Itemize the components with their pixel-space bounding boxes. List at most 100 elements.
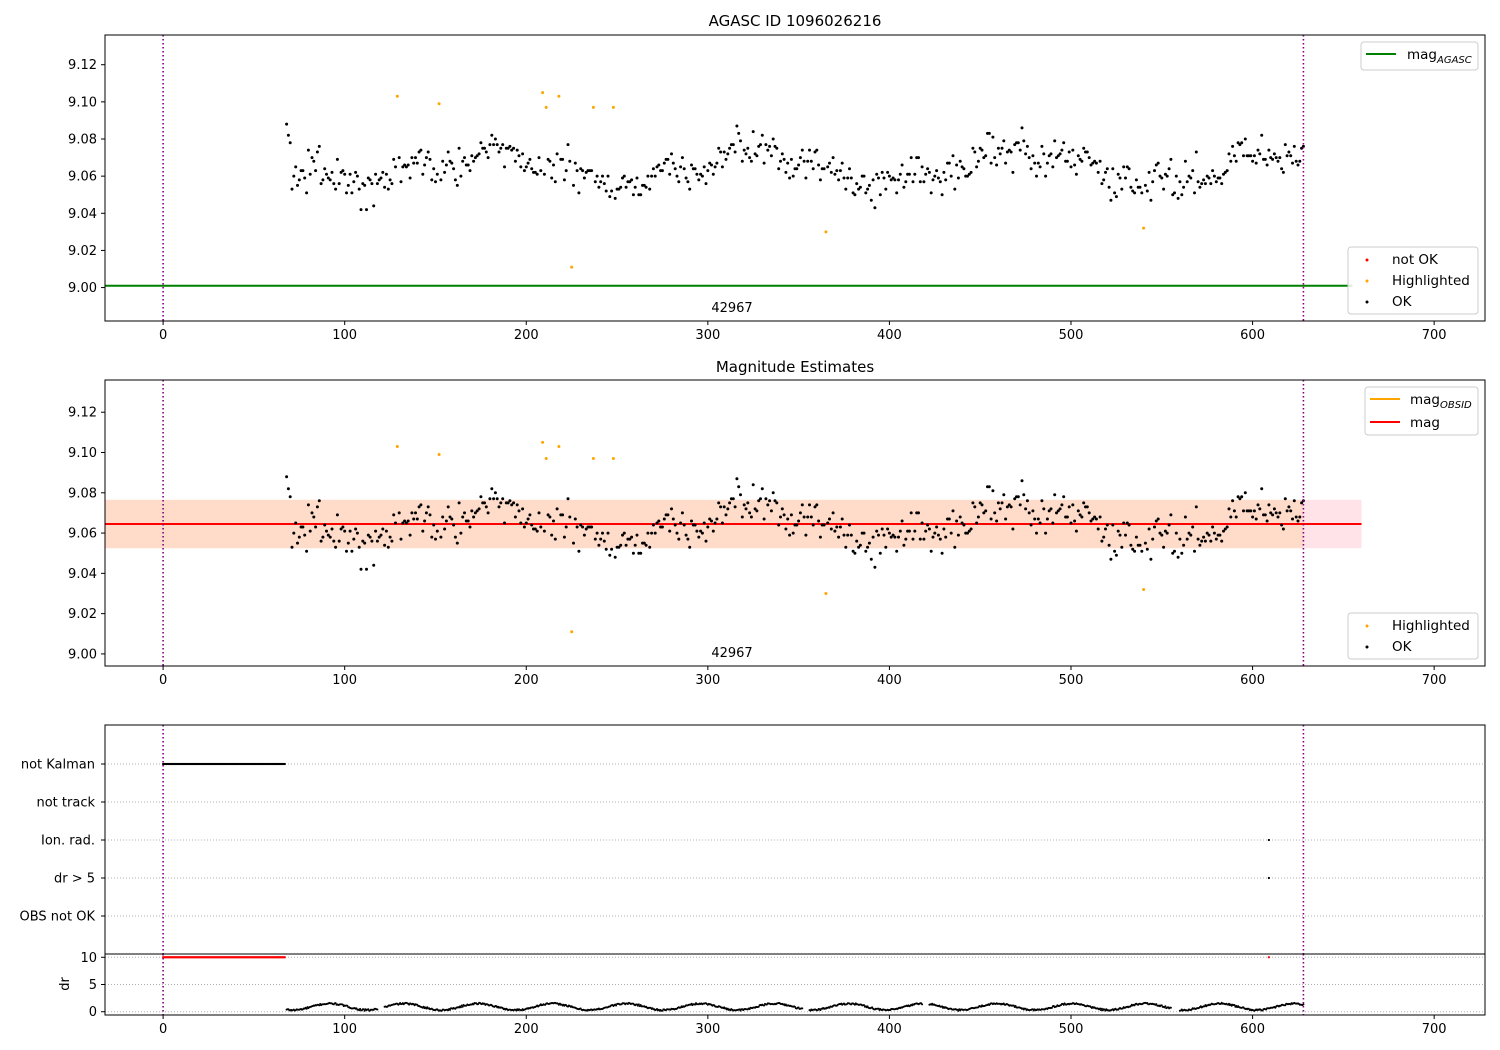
agasc-ok-point	[286, 133, 290, 137]
agasc-ok-point	[528, 157, 532, 161]
agasc-ok-point	[717, 146, 721, 150]
agasc-ok-point	[582, 176, 586, 180]
dr-point	[1050, 1006, 1053, 1009]
agasc-ok-point	[1031, 154, 1035, 158]
dr-point	[305, 1007, 308, 1010]
agasc-ok-point	[764, 143, 768, 147]
estimates-ok-point	[1154, 519, 1158, 523]
agasc-ok-point	[769, 154, 773, 158]
estimates-ok-point	[927, 527, 931, 531]
agasc-ok-point	[622, 174, 626, 178]
agasc-ok-point	[797, 163, 801, 167]
estimates-ok-point	[1254, 517, 1258, 521]
agasc-highlighted-point	[570, 265, 574, 269]
agasc-ok-point	[1131, 189, 1135, 193]
estimates-ok-point	[579, 523, 583, 527]
agasc-ok-point	[918, 180, 922, 184]
agasc-ok-point	[858, 185, 862, 189]
estimates-ok-point	[980, 503, 984, 507]
agasc-ok-point	[927, 170, 931, 174]
estimates-ok-point	[604, 547, 608, 551]
agasc-ok-point	[1104, 170, 1107, 174]
agasc-ok-point	[435, 172, 439, 176]
agasc-ok-point	[782, 157, 786, 161]
agasc-ok-point	[306, 148, 310, 152]
estimates-ok-point	[886, 527, 890, 531]
estimates-axes-frame	[104, 379, 1486, 667]
agasc-ok-point	[499, 146, 503, 150]
estimates-ok-point	[746, 501, 750, 505]
estimates-ok-point	[831, 511, 835, 515]
estimates-ok-point	[829, 527, 833, 531]
estimates-ok-point	[1080, 515, 1084, 519]
estimates-ok-point	[809, 515, 813, 519]
estimates-ok-point	[366, 533, 370, 537]
agasc-ok-point	[1134, 178, 1138, 182]
estimates-ok-point	[938, 537, 942, 541]
estimates-ok-point	[415, 517, 419, 521]
agasc-ok-point	[602, 182, 606, 186]
agasc-ok-point	[1044, 174, 1048, 178]
agasc-ok-point	[677, 180, 681, 184]
estimates-ok-point	[457, 501, 461, 505]
estimates-ok-point	[444, 519, 448, 523]
estimates-ok-point	[622, 531, 626, 535]
agasc-ok-point	[1024, 152, 1028, 156]
estimates-ok-point	[926, 523, 930, 527]
estimates-ok-point	[996, 501, 1000, 505]
dr-point	[615, 1004, 618, 1007]
agasc-ytick-label-1: 9.02	[68, 244, 97, 259]
flag-point	[283, 762, 286, 766]
estimates-ok-point	[660, 525, 664, 529]
agasc-ok-point	[958, 159, 962, 163]
estimates-ok-point	[966, 531, 969, 535]
estimates-ok-point	[786, 517, 790, 521]
agasc-ok-point	[777, 167, 781, 171]
estimates-ok-point	[575, 525, 579, 529]
agasc-ok-point	[693, 167, 697, 171]
estimates-ok-point	[1236, 495, 1240, 499]
agasc-ok-point	[519, 165, 523, 169]
agasc-ok-point	[1005, 150, 1009, 154]
estimates-ok-point	[434, 537, 437, 541]
estimates-ok-point	[871, 535, 875, 539]
agasc-ok-point	[579, 167, 583, 171]
estimates-ok-point	[439, 535, 443, 539]
estimates-ok-point	[1174, 531, 1178, 535]
agasc-ok-point	[1289, 154, 1293, 158]
agasc-ok-point	[530, 167, 534, 171]
estimates-ok-point	[1194, 505, 1198, 509]
agasc-ok-point	[414, 156, 417, 160]
agasc-highlighted-point	[541, 91, 545, 95]
agasc-points-legend-box	[1347, 246, 1479, 315]
agasc-ok-point	[1078, 157, 1082, 161]
agasc-ytick-label-0: 9.00	[68, 281, 97, 296]
estimates-ytick-label-2: 9.04	[68, 567, 97, 582]
agasc-highlighted-point	[437, 102, 441, 106]
flag-label-0: not Kalman	[21, 758, 95, 773]
estimates-ok-point	[421, 529, 425, 533]
agasc-ok-point	[1294, 159, 1298, 163]
dr-point	[362, 1008, 365, 1011]
estimates-ok-point	[564, 525, 568, 529]
agasc-ok-point	[1214, 180, 1218, 184]
estimates-ok-point	[310, 511, 314, 515]
flag-points	[162, 762, 1270, 880]
estimates-ok-point	[1298, 515, 1302, 519]
flag-point	[1267, 876, 1270, 880]
estimates-ok-point	[335, 513, 339, 517]
dr-point	[763, 1004, 766, 1007]
estimates-ok-point	[1180, 551, 1184, 555]
estimates-ok-point	[566, 497, 570, 501]
agasc-ok-point	[392, 157, 396, 161]
agasc-ok-point	[1085, 150, 1089, 154]
estimates-ok-point	[889, 535, 893, 539]
estimates-ok-point	[443, 527, 447, 531]
estimates-ok-point	[397, 511, 401, 515]
estimates-ok-point	[755, 509, 759, 513]
agasc-ok-point	[955, 163, 959, 167]
estimates-ok-point	[644, 543, 648, 547]
estimates-ok-point	[655, 521, 659, 525]
estimates-ok-point	[1276, 515, 1280, 519]
estimates-ok-point	[902, 543, 906, 547]
